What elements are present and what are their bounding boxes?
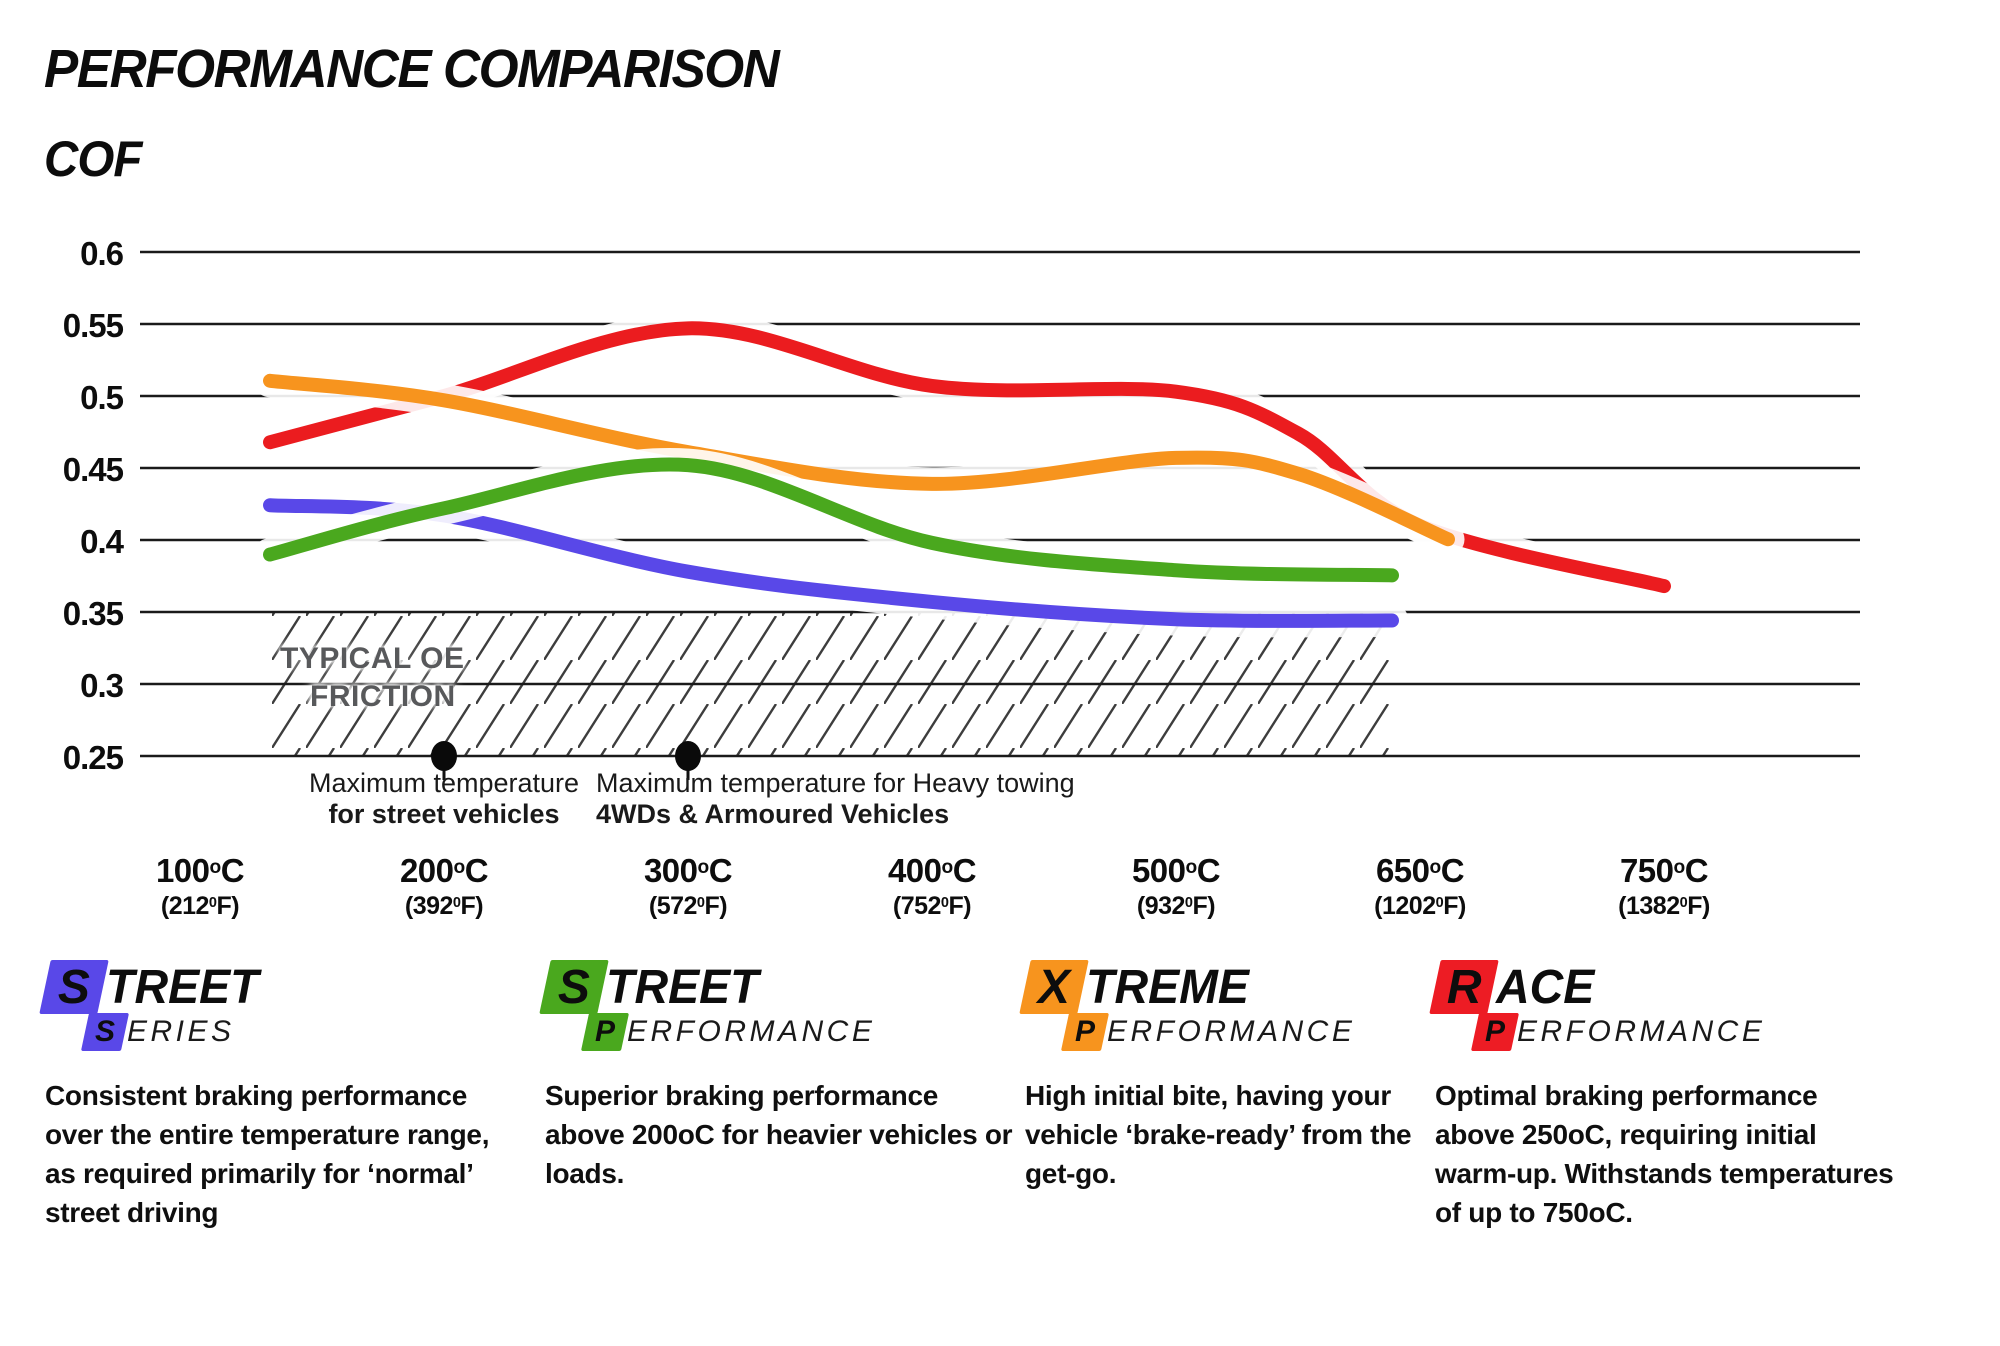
x-tick-fahrenheit: (12020F): [1374, 892, 1466, 920]
x-tick-celsius: 650oC: [1375, 852, 1465, 889]
street-performance-color-swatch: S: [539, 960, 609, 1014]
street-series-logo-sub: S ERIES: [80, 1010, 515, 1054]
logo-letter: X: [1037, 960, 1070, 1014]
y-tick-label-0.55: 0.55: [62, 307, 124, 344]
y-tick-label-0.45: 0.45: [62, 451, 124, 488]
x-tick-celsius: 750oC: [1619, 852, 1709, 889]
x-tick-label-200c: 200oC (3920F): [334, 852, 554, 921]
logo-letter: P: [594, 1015, 615, 1048]
legend-item-street-performance: S TREET P ERFORMANCE Superior braking pe…: [539, 956, 1015, 1193]
race-performance-logo-sub: P ERFORMANCE: [1470, 1010, 1900, 1054]
logo-letter: S: [57, 960, 90, 1014]
x-tick-label-650c: 650oC (12020F): [1310, 852, 1530, 921]
y-tick-label-0.4: 0.4: [80, 523, 124, 560]
xtreme-performance-logo: X TREME: [1019, 956, 1415, 1018]
logo-word1: TREET: [106, 960, 259, 1014]
legend-item-xtreme-performance: X TREME P ERFORMANCE High initial bite, …: [1019, 956, 1415, 1193]
annotation-heavy-towing-max-temp: Maximum temperature for Heavy towing 4WD…: [596, 768, 1075, 830]
y-axis-title: COF: [44, 131, 142, 187]
annotation-dot-0: [431, 741, 457, 771]
logo-letter: P: [1484, 1015, 1505, 1048]
xtreme-performance-color-swatch: X: [1019, 960, 1089, 1014]
y-tick-label-0.3: 0.3: [80, 667, 124, 704]
oe-label-line2: FRICTION: [310, 680, 456, 713]
x-tick-celsius: 500oC: [1131, 852, 1221, 889]
typical-oe-friction-label: TYPICAL OE FRICTION: [280, 640, 464, 716]
street-series-color-swatch: S: [39, 960, 109, 1014]
y-tick-label-0.6: 0.6: [80, 235, 124, 272]
logo-letter: S: [557, 960, 590, 1014]
xtreme-performance-color-swatch-small: P: [1060, 1013, 1110, 1051]
xtreme-performance-description: High initial bite, having your vehicle ‘…: [1025, 1080, 1412, 1189]
race-performance-logo: R ACE: [1429, 956, 1900, 1018]
street-performance-color-swatch-small: P: [580, 1013, 630, 1051]
oe-label-line1: TYPICAL OE: [280, 642, 465, 675]
x-tick-label-750c: 750oC (13820F): [1554, 852, 1774, 921]
legend-item-street-series: S TREET S ERIES Consistent braking perfo…: [39, 956, 515, 1232]
y-tick-label-0.25: 0.25: [62, 739, 124, 776]
logo-word2: ERFORMANCE: [1517, 1015, 1766, 1048]
series-line-xtreme-performance: [263, 373, 1455, 547]
logo-letter: R: [1446, 960, 1482, 1014]
x-tick-celsius: 200oC: [399, 852, 489, 889]
street-series-description: Consistent braking performance over the …: [45, 1080, 490, 1228]
logo-word2: ERFORMANCE: [627, 1015, 876, 1048]
x-tick-celsius: 400oC: [887, 852, 977, 889]
annotation-line1: Maximum temperature for Heavy towing: [596, 768, 1075, 798]
x-tick-fahrenheit: (2120F): [160, 892, 240, 920]
y-tick-label-0.35: 0.35: [62, 595, 124, 632]
x-tick-fahrenheit: (5720F): [648, 892, 728, 920]
logo-word1: TREET: [606, 960, 759, 1014]
x-tick-label-100c: 100oC (2120F): [90, 852, 310, 921]
x-tick-label-300c: 300oC (5720F): [578, 852, 798, 921]
series-line-street-performance: [263, 457, 1399, 583]
cof-line-chart: [140, 250, 1860, 780]
page-title: PERFORMANCE COMPARISON: [44, 39, 780, 99]
logo-word1: TREME: [1086, 960, 1249, 1014]
logo-word2: ERFORMANCE: [1107, 1015, 1356, 1048]
logo-word2: ERIES: [127, 1015, 235, 1048]
street-performance-logo-sub: P ERFORMANCE: [580, 1010, 1015, 1054]
x-tick-fahrenheit: (9320F): [1136, 892, 1216, 920]
street-series-color-swatch-small: S: [80, 1013, 130, 1051]
logo-letter: P: [1074, 1015, 1095, 1048]
annotation-line2: 4WDs & Armoured Vehicles: [596, 799, 950, 829]
annotation-dot-1: [675, 741, 701, 771]
logo-word1: ACE: [1496, 960, 1595, 1014]
x-tick-fahrenheit: (3920F): [404, 892, 484, 920]
x-tick-label-400c: 400oC (7520F): [822, 852, 1042, 921]
legend-item-race-performance: R ACE P ERFORMANCE Optimal braking perfo…: [1429, 956, 1900, 1232]
x-tick-celsius: 300oC: [643, 852, 733, 889]
y-tick-label-0.5: 0.5: [80, 379, 124, 416]
race-performance-color-swatch-small: P: [1470, 1013, 1520, 1051]
xtreme-performance-logo-sub: P ERFORMANCE: [1060, 1010, 1415, 1054]
street-performance-description: Superior braking performance above 200oC…: [545, 1080, 1013, 1189]
x-tick-fahrenheit: (7520F): [892, 892, 972, 920]
annotation-line2: for street vehicles: [328, 799, 560, 829]
street-series-logo: S TREET: [39, 956, 515, 1018]
x-tick-celsius: 100oC: [155, 852, 245, 889]
street-performance-logo: S TREET: [539, 956, 1015, 1018]
logo-letter: S: [94, 1015, 115, 1048]
annotation-street-max-temp: Maximum temperature for street vehicles: [309, 768, 579, 830]
race-performance-color-swatch: R: [1429, 960, 1499, 1014]
x-tick-fahrenheit: (13820F): [1618, 892, 1710, 920]
annotation-line1: Maximum temperature: [308, 768, 580, 798]
race-performance-description: Optimal braking performance above 250oC,…: [1435, 1080, 1894, 1228]
x-tick-label-500c: 500oC (9320F): [1066, 852, 1286, 921]
